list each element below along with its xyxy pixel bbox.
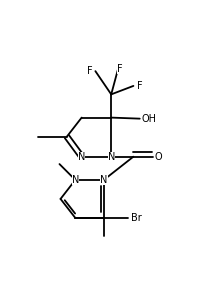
Text: N: N	[108, 152, 115, 162]
Text: O: O	[155, 152, 163, 162]
Text: F: F	[87, 66, 93, 76]
Text: N: N	[78, 152, 85, 162]
Text: F: F	[117, 64, 123, 74]
Text: F: F	[137, 81, 142, 91]
Text: Br: Br	[131, 213, 142, 223]
Text: N: N	[100, 175, 107, 185]
Text: OH: OH	[142, 114, 157, 124]
Text: N: N	[72, 175, 79, 185]
